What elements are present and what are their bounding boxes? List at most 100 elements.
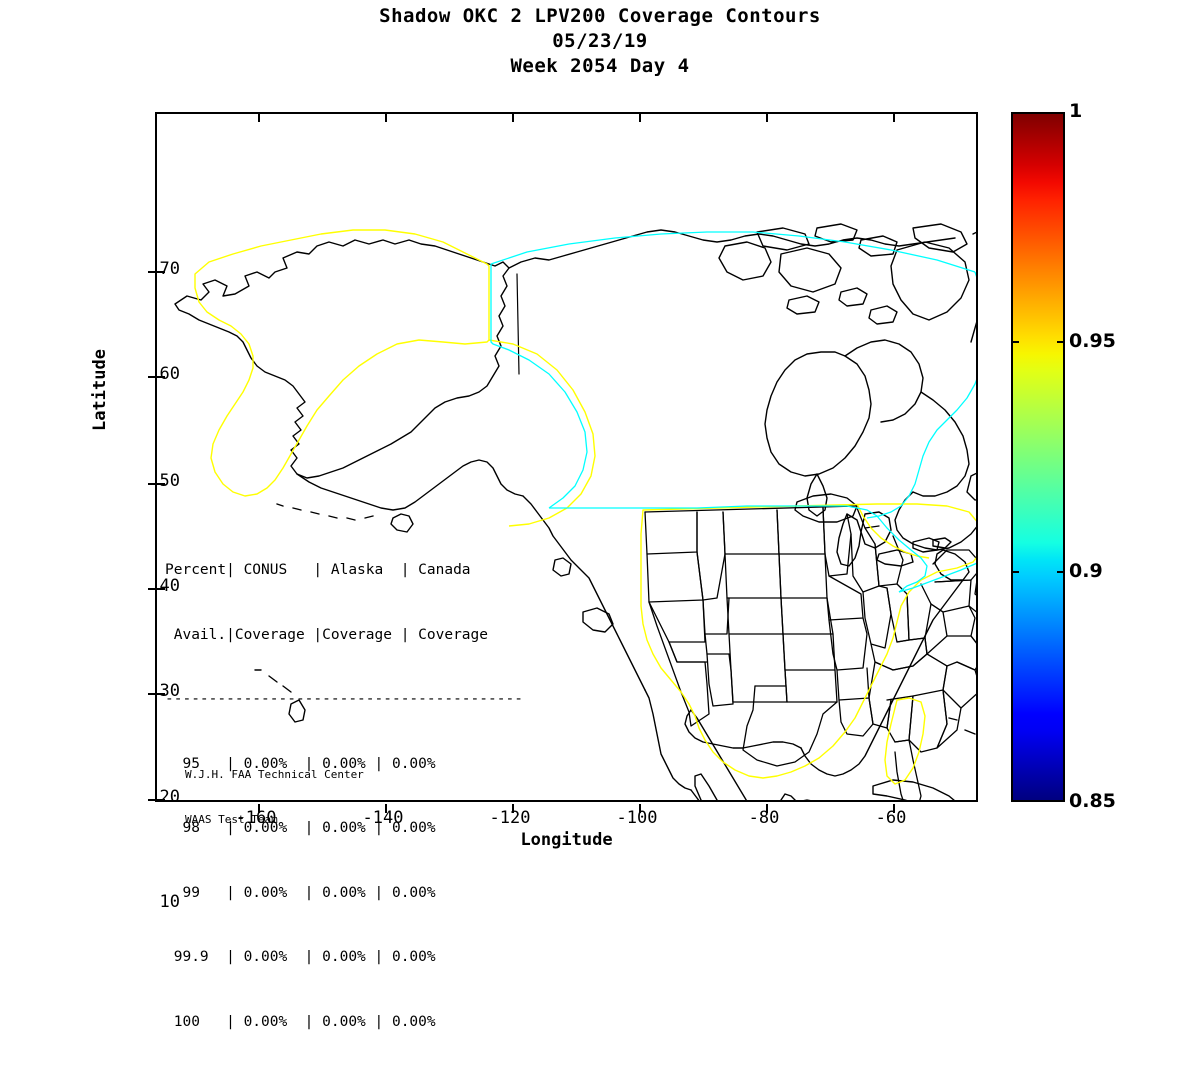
- coastline-pei: [932, 537, 952, 549]
- ytick-40: [148, 588, 157, 590]
- stats-header-row-2: Avail.|Coverage |Coverage | Coverage: [165, 626, 489, 643]
- xtick-label--160: -160: [235, 808, 277, 828]
- colorbar-label-max: 1: [1069, 100, 1083, 122]
- credit-line-1: W.J.H. FAA Technical Center: [185, 768, 364, 781]
- ytick-60: [148, 376, 157, 378]
- chart-title-block: Shadow OKC 2 LPV200 Coverage Contours 05…: [0, 4, 1200, 79]
- coastline-bc-panhandle: [522, 495, 646, 691]
- coastline-hudson-james-bay: [806, 473, 828, 517]
- coastline-labrador: [912, 391, 970, 497]
- ytick-label-20: 20: [159, 787, 180, 807]
- coastline-us-west: [644, 689, 692, 791]
- credit-block: W.J.H. FAA Technical Center WAAS Test Te…: [185, 737, 364, 857]
- xtick--80: [766, 804, 768, 813]
- ytick-label-70: 70: [159, 259, 180, 279]
- coastline-alaska: [174, 239, 510, 479]
- ytick-70: [148, 271, 157, 273]
- coastline-bahamas: [948, 717, 976, 735]
- xtick--120-inner: [512, 114, 514, 122]
- coastline-melville: [756, 227, 810, 251]
- stats-row-98: 98 | 0.00% | 0.00% | 0.00%: [165, 820, 436, 836]
- ytick-20: [148, 799, 157, 801]
- stats-row-100: 100 | 0.00% | 0.00% | 0.00%: [165, 1013, 436, 1030]
- title-line-1: Shadow OKC 2 LPV200 Coverage Contours: [379, 5, 821, 27]
- xtick-label--60: -60: [875, 808, 907, 828]
- coastline-hudson-north: [844, 339, 924, 423]
- coastline-queen-charlotte: [552, 557, 572, 577]
- ytick-20-inner: [157, 799, 165, 801]
- xtick--160: [258, 804, 260, 813]
- stats-row-95: 95 | 0.00% | 0.00% | 0.00%: [165, 755, 436, 772]
- title-line-3: Week 2054 Day 4: [510, 55, 690, 77]
- coastline-alaska-south: [296, 459, 524, 511]
- xtick-label--100: -100: [616, 808, 658, 828]
- xtick--160-inner: [258, 114, 260, 122]
- ytick-label-60: 60: [159, 364, 180, 384]
- coastline-greenland: [970, 231, 976, 343]
- canada-province-borders: [516, 273, 520, 375]
- service-boundary-great-lakes: [856, 503, 930, 559]
- us-state-borders: [644, 505, 976, 800]
- ytick-label-30: 30: [159, 681, 180, 701]
- service-boundary-canada-greatlakes: [876, 515, 928, 593]
- coastline-arctic-misc-2: [858, 235, 898, 257]
- coastline-mexico-west: [690, 789, 700, 800]
- credit-line-2: WAAS Test Team: [185, 813, 278, 826]
- coastline-ellesmere: [912, 223, 968, 253]
- coastline-mexico-east: [690, 709, 796, 800]
- coastline-baja: [694, 773, 718, 800]
- colorbar-tick-0-9-right: [1057, 571, 1065, 573]
- coastline-aleutians: [276, 503, 374, 521]
- ytick-label-50: 50: [159, 471, 180, 491]
- coastline-banks-island: [718, 241, 772, 281]
- ytick-50-inner: [157, 483, 165, 485]
- coastline-newfoundland: [966, 472, 976, 501]
- service-boundary-conus: [640, 503, 976, 779]
- coastline-canada-north: [508, 229, 956, 269]
- xtick--100-inner: [639, 114, 641, 122]
- xtick--80-inner: [766, 114, 768, 122]
- service-boundary-conus-florida: [884, 697, 926, 785]
- ytick-40-inner: [157, 588, 165, 590]
- xtick--60-inner: [893, 114, 895, 122]
- colorbar: 1 0.95 0.9 0.85: [1011, 100, 1116, 812]
- xtick-label--120: -120: [489, 808, 531, 828]
- service-boundary-alaska: [194, 229, 490, 497]
- stats-rule: ----------------------------------------…: [165, 691, 523, 707]
- coastline-arctic-misc-5: [868, 305, 898, 325]
- xtick-label--80: -80: [748, 808, 780, 828]
- map-plot-area: Percent| CONUS | Alaska | Canada Avail.|…: [148, 112, 978, 1030]
- coastline-kodiak: [390, 513, 414, 533]
- xtick--120: [512, 804, 514, 813]
- coastline-lake-superior: [794, 493, 858, 523]
- coastline-arctic-misc-4: [838, 287, 868, 307]
- coastline-nova-scotia: [934, 549, 970, 581]
- service-boundary-alaska-inner: [488, 339, 596, 527]
- xtick-label--140: -140: [362, 808, 404, 828]
- colorbar-label-0-9: 0.9: [1069, 560, 1103, 582]
- coastline-gulf-coast: [684, 709, 802, 749]
- colorbar-label-min: 0.85: [1069, 790, 1116, 812]
- colorbar-tick-0-9-left: [1011, 571, 1019, 573]
- coastline-arctic-misc-3: [786, 295, 820, 315]
- title-line-2: 05/23/19: [552, 30, 648, 52]
- coastline-lake-ontario: [912, 537, 940, 553]
- ytick-label-40: 40: [159, 576, 180, 596]
- service-boundary-canada-south: [549, 505, 878, 517]
- colorbar-gradient: [1011, 112, 1065, 802]
- service-boundary-canada: [490, 264, 588, 509]
- stats-row-99: 99 | 0.00% | 0.00% | 0.00%: [165, 884, 436, 901]
- coastline-cuba: [872, 779, 955, 800]
- xtick--140: [385, 804, 387, 813]
- ytick-60-inner: [157, 376, 165, 378]
- stats-header-row-1: Percent| CONUS | Alaska | Canada: [165, 562, 471, 578]
- colorbar-label-0-95: 0.95: [1069, 330, 1116, 352]
- xtick--100: [639, 804, 641, 813]
- stats-row-99-9: 99.9 | 0.00% | 0.00% | 0.00%: [165, 949, 436, 965]
- xtick--140-inner: [385, 114, 387, 122]
- service-boundary-canada-east: [866, 271, 976, 519]
- coastline-lake-huron: [860, 511, 892, 549]
- xtick--60: [893, 804, 895, 813]
- ytick-30-inner: [157, 693, 165, 695]
- colorbar-tick-0-95-right: [1057, 341, 1065, 343]
